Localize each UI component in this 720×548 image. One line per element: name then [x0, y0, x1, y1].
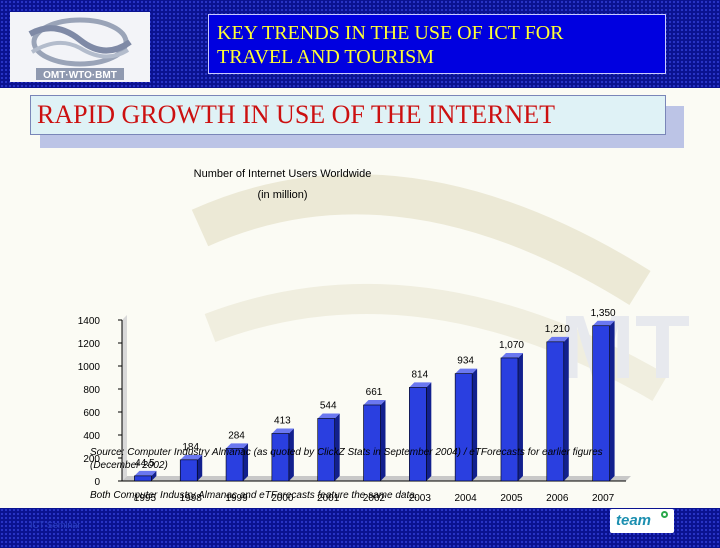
bar-top: [546, 336, 569, 342]
bar-side: [472, 368, 478, 481]
bar: [225, 448, 244, 482]
bar-value-label: 413: [274, 416, 291, 427]
x-tick-label: 2004: [455, 493, 478, 504]
bar: [592, 325, 610, 482]
bar: [454, 373, 473, 482]
data-note: Both Computer Industry Almanac and eTFor…: [90, 490, 418, 501]
chart-wall-side: [122, 315, 127, 481]
omt-logo-graphic: OMT·WTO·BMT: [28, 17, 132, 81]
slide-title: KEY TRENDS IN THE USE OF ICT FOR TRAVEL …: [208, 14, 666, 74]
section-banner: RAPID GROWTH IN USE OF THE INTERNET: [30, 95, 666, 135]
bar-side: [426, 382, 432, 481]
bar-value-label: 934: [457, 356, 474, 367]
bar-value-label: 1,070: [499, 340, 524, 351]
x-tick-label: 2003: [409, 493, 432, 504]
omt-logo: OMT·WTO·BMT: [10, 12, 150, 82]
bar-side: [563, 336, 569, 481]
bar-value-label: 284: [228, 430, 245, 441]
bar-top: [134, 470, 157, 476]
source-note: Source: Computer Industry Almanac (as qu…: [90, 447, 603, 471]
x-tick-label: 2001: [317, 493, 340, 504]
x-tick-label: 1995: [134, 493, 157, 504]
bar: [179, 459, 198, 482]
bar-chart: 0 200 400 600 800 1000 1200 1400 44.5 1995 184 1998…: [78, 308, 631, 504]
x-tick-label: 2006: [546, 493, 569, 504]
x-tick-label: 2007: [592, 493, 615, 504]
footer-text: ICT Seminar: [30, 520, 81, 530]
title-line-1: KEY TRENDS IN THE USE OF ICT FOR: [217, 22, 564, 44]
bar: [271, 433, 290, 482]
chart-subtitle: (in million): [257, 189, 308, 201]
svg-text:MT: MT: [560, 298, 690, 398]
bar-top: [317, 413, 340, 419]
bar-side: [288, 428, 294, 481]
bar: [363, 404, 381, 482]
bar-top: [271, 428, 294, 434]
bar-top: [409, 382, 432, 388]
bar-top: [592, 320, 615, 326]
bar-side: [151, 470, 157, 481]
team-logo: team: [610, 509, 674, 533]
bar: [317, 418, 335, 482]
bar-value-label: 544: [320, 400, 337, 411]
team-logo-text: team: [616, 512, 652, 529]
bar: [546, 341, 565, 482]
y-tick-label: 1000: [78, 362, 101, 373]
chart-title: Number of Internet Users Worldwide: [193, 168, 372, 180]
title-line-2: TRAVEL AND TOURISM: [217, 46, 435, 68]
bar-side: [243, 443, 249, 481]
bar: [409, 387, 427, 482]
y-tick-label: 600: [83, 408, 100, 419]
bar-value-label: 184: [182, 442, 199, 453]
bar-side: [609, 320, 615, 481]
bar-value-label: 1,210: [545, 324, 570, 335]
y-tick-label: 400: [83, 431, 100, 442]
slide-content: MT RAPID GROWTH IN USE OF THE INTERNET N…: [0, 88, 720, 508]
x-tick-label: 1998: [180, 493, 203, 504]
x-tick-label: 2002: [363, 493, 386, 504]
y-tick-label: 800: [83, 385, 100, 396]
y-tick-label: 1400: [78, 316, 101, 327]
y-tick-label: 200: [83, 454, 100, 465]
team-logo-icon: [661, 511, 668, 518]
y-tick-label: 1200: [78, 339, 101, 350]
x-tick-label: 1999: [225, 493, 248, 504]
logo-text: OMT·WTO·BMT: [43, 70, 117, 81]
bar: [500, 357, 519, 482]
bar-side: [380, 399, 386, 481]
bar-side: [517, 352, 523, 481]
x-tick-label: 2005: [500, 493, 523, 504]
bar-top: [363, 399, 386, 405]
bar: [134, 475, 152, 482]
x-tick-label: 2000: [271, 493, 294, 504]
bar-side: [334, 413, 340, 481]
bar-value-label: 814: [411, 369, 428, 380]
bar-top: [455, 368, 478, 374]
bar-value-label: 44.5: [135, 458, 155, 469]
bar-value-label: 661: [366, 387, 383, 398]
bar-top: [500, 352, 523, 358]
bar-side: [197, 454, 203, 481]
y-tick-label: 0: [94, 477, 100, 488]
bar-value-label: 1,350: [591, 308, 616, 319]
bar-top: [226, 443, 249, 449]
bar-top: [180, 454, 203, 460]
